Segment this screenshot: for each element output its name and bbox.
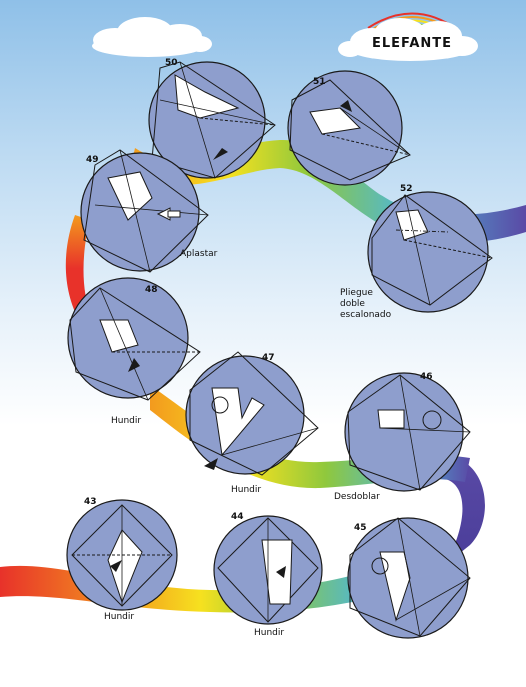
page-title: ELEFANTE (371, 36, 453, 51)
step-number: 52 (400, 184, 413, 194)
step-number: 45 (354, 523, 367, 533)
step-48-diagram (67, 277, 201, 401)
step-47-diagram (185, 351, 319, 476)
step-43-diagram (66, 499, 178, 611)
step-52-diagram (367, 191, 493, 313)
step-number: 44 (231, 512, 244, 522)
step-caption: Hundir (104, 612, 135, 622)
step-caption: Hundir (111, 416, 142, 426)
step-number: 46 (420, 372, 433, 382)
step-49-diagram (80, 149, 209, 273)
step-44-diagram (213, 515, 323, 625)
cloud-icon (92, 17, 212, 57)
step-number: 43 (84, 497, 97, 507)
step-46-diagram (344, 372, 471, 492)
step-caption: Desdoblar (334, 492, 380, 502)
step-number: 50 (165, 58, 178, 68)
step-51-diagram (287, 70, 411, 186)
step-number: 48 (145, 285, 158, 295)
cloud-icon (338, 18, 478, 61)
step-50-diagram (148, 61, 276, 179)
step-caption: Hundir (231, 485, 262, 495)
step-number: 47 (262, 353, 275, 363)
step-45-diagram (347, 517, 471, 639)
step-number: 49 (86, 155, 99, 165)
step-caption: Pliegue doble escalonado (340, 288, 392, 320)
step-caption: Aplastar (180, 249, 218, 259)
step-caption: Hundir (254, 628, 285, 638)
step-number: 51 (313, 77, 326, 87)
